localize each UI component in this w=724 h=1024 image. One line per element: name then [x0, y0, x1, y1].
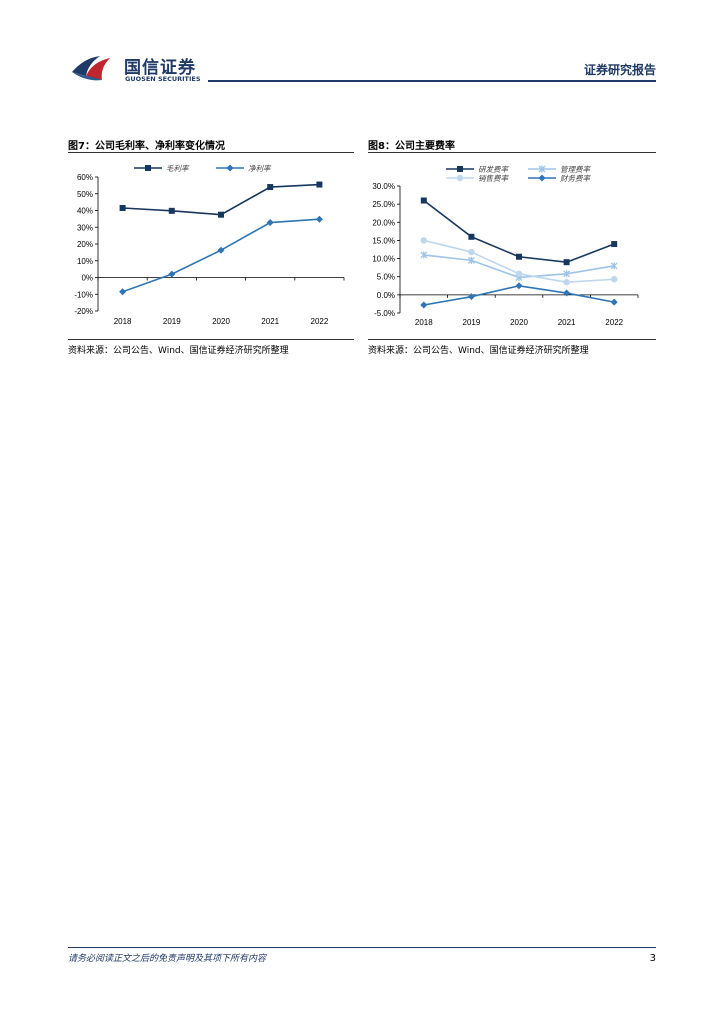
- legend-label: 管理费率: [560, 165, 591, 174]
- legend-label: 销售费率: [478, 174, 509, 183]
- x-tick-label: 2018: [114, 317, 132, 326]
- legend-marker: [456, 174, 464, 182]
- header-divider: [208, 80, 656, 82]
- x-tick-label: 2022: [311, 317, 329, 326]
- data-point: [420, 237, 427, 244]
- y-tick-label: 50%: [77, 190, 93, 199]
- y-tick-label: 0%: [81, 274, 93, 283]
- data-point: [217, 246, 225, 254]
- legend-marker: [226, 164, 234, 172]
- y-tick-label: 60%: [77, 173, 93, 182]
- data-point: [316, 181, 323, 188]
- y-tick-label: 30.0%: [372, 182, 395, 191]
- legend-label: 财务费率: [560, 174, 591, 183]
- data-point: [563, 259, 570, 266]
- data-point: [563, 289, 571, 297]
- legend-marker: [538, 165, 546, 173]
- data-point: [267, 184, 274, 191]
- y-tick-label: -20%: [74, 307, 93, 316]
- figure-8-top-rule: [368, 152, 656, 153]
- page-number: 3: [649, 953, 656, 964]
- data-point: [467, 293, 475, 301]
- data-point: [468, 248, 475, 256]
- y-tick-label: 25.0%: [372, 200, 395, 209]
- logo-chinese-text: 国信证券: [124, 58, 196, 78]
- y-tick-label: 30%: [77, 223, 93, 232]
- data-point: [611, 241, 618, 248]
- x-tick-label: 2020: [510, 318, 528, 327]
- y-tick-label: 20.0%: [372, 218, 395, 227]
- footer-divider: [68, 947, 656, 948]
- logo-mark-icon: [72, 56, 110, 81]
- x-tick-label: 2021: [261, 317, 279, 326]
- series-line-1: [423, 199, 615, 264]
- data-point: [119, 288, 127, 296]
- data-point: [266, 219, 274, 227]
- data-point: [168, 207, 175, 214]
- data-point: [610, 298, 618, 306]
- y-tick-label: 40%: [77, 207, 93, 216]
- legend-label: 净利率: [248, 164, 272, 173]
- x-tick-label: 2020: [212, 317, 230, 326]
- logo-english-text: GUOSEN SECURITIES: [125, 75, 201, 83]
- data-point: [610, 262, 618, 270]
- footer-disclaimer: 请务必阅读正文之后的免责声明及其项下所有内容: [68, 954, 267, 964]
- data-point: [468, 233, 475, 240]
- y-tick-label: 0.0%: [377, 291, 395, 300]
- legend-label: 研发费率: [478, 165, 509, 174]
- data-point: [420, 301, 428, 309]
- guosen-logo: 国信证券 GUOSEN SECURITIES: [70, 52, 220, 84]
- data-point: [611, 276, 618, 283]
- data-point: [515, 270, 523, 278]
- x-tick-label: 2021: [558, 318, 576, 327]
- figure-8-title: 图8：公司主要费率: [368, 141, 455, 152]
- y-tick-label: 10%: [77, 257, 93, 266]
- data-point: [515, 282, 523, 290]
- legend-marker: [145, 165, 151, 171]
- data-point: [516, 253, 522, 260]
- data-point: [119, 204, 126, 211]
- y-tick-label: 20%: [77, 240, 93, 249]
- y-tick-label: 5.0%: [377, 273, 395, 282]
- figure-8-source: 资料来源：公司公告、Wind、国信证券经济研究所整理: [368, 346, 589, 356]
- data-point: [467, 256, 475, 264]
- y-tick-label: -10%: [74, 290, 93, 299]
- data-point: [420, 197, 427, 204]
- figure-7-source: 资料来源：公司公告、Wind、国信证券经济研究所整理: [68, 346, 289, 356]
- x-tick-label: 2018: [415, 318, 433, 327]
- figure-7-title: 图7：公司毛利率、净利率变化情况: [68, 141, 225, 152]
- y-tick-label: -5.0%: [374, 309, 395, 318]
- report-type-label: 证券研究报告: [583, 63, 656, 77]
- series-line-2: [122, 218, 320, 293]
- figure-8-bottom-rule: [368, 339, 656, 340]
- data-point: [420, 251, 428, 259]
- legend-marker: [538, 174, 546, 182]
- data-point: [563, 270, 571, 278]
- data-point: [168, 270, 176, 278]
- y-tick-label: 15.0%: [372, 236, 395, 245]
- figure-7-top-rule: [68, 152, 354, 153]
- x-tick-label: 2019: [163, 317, 181, 326]
- data-point: [315, 215, 323, 223]
- figure-7-chart: -20% -10% 0% 10% 20% 30% 40% 50% 60% 2018 2019 2020…: [74, 164, 345, 326]
- series-line-1: [122, 183, 320, 216]
- figure-8-chart: -5.0% 0.0% 5.0% 10.0% 15.0% 20.0% 25.0% 30.0% 20…: [372, 165, 639, 327]
- data-point: [563, 278, 570, 286]
- figure-7-bottom-rule: [68, 339, 354, 340]
- data-point: [218, 211, 224, 218]
- x-tick-label: 2019: [463, 318, 481, 327]
- y-tick-label: 10.0%: [372, 255, 395, 264]
- legend-marker: [457, 166, 463, 172]
- legend-label: 毛利率: [166, 164, 190, 173]
- x-tick-label: 2022: [605, 318, 623, 327]
